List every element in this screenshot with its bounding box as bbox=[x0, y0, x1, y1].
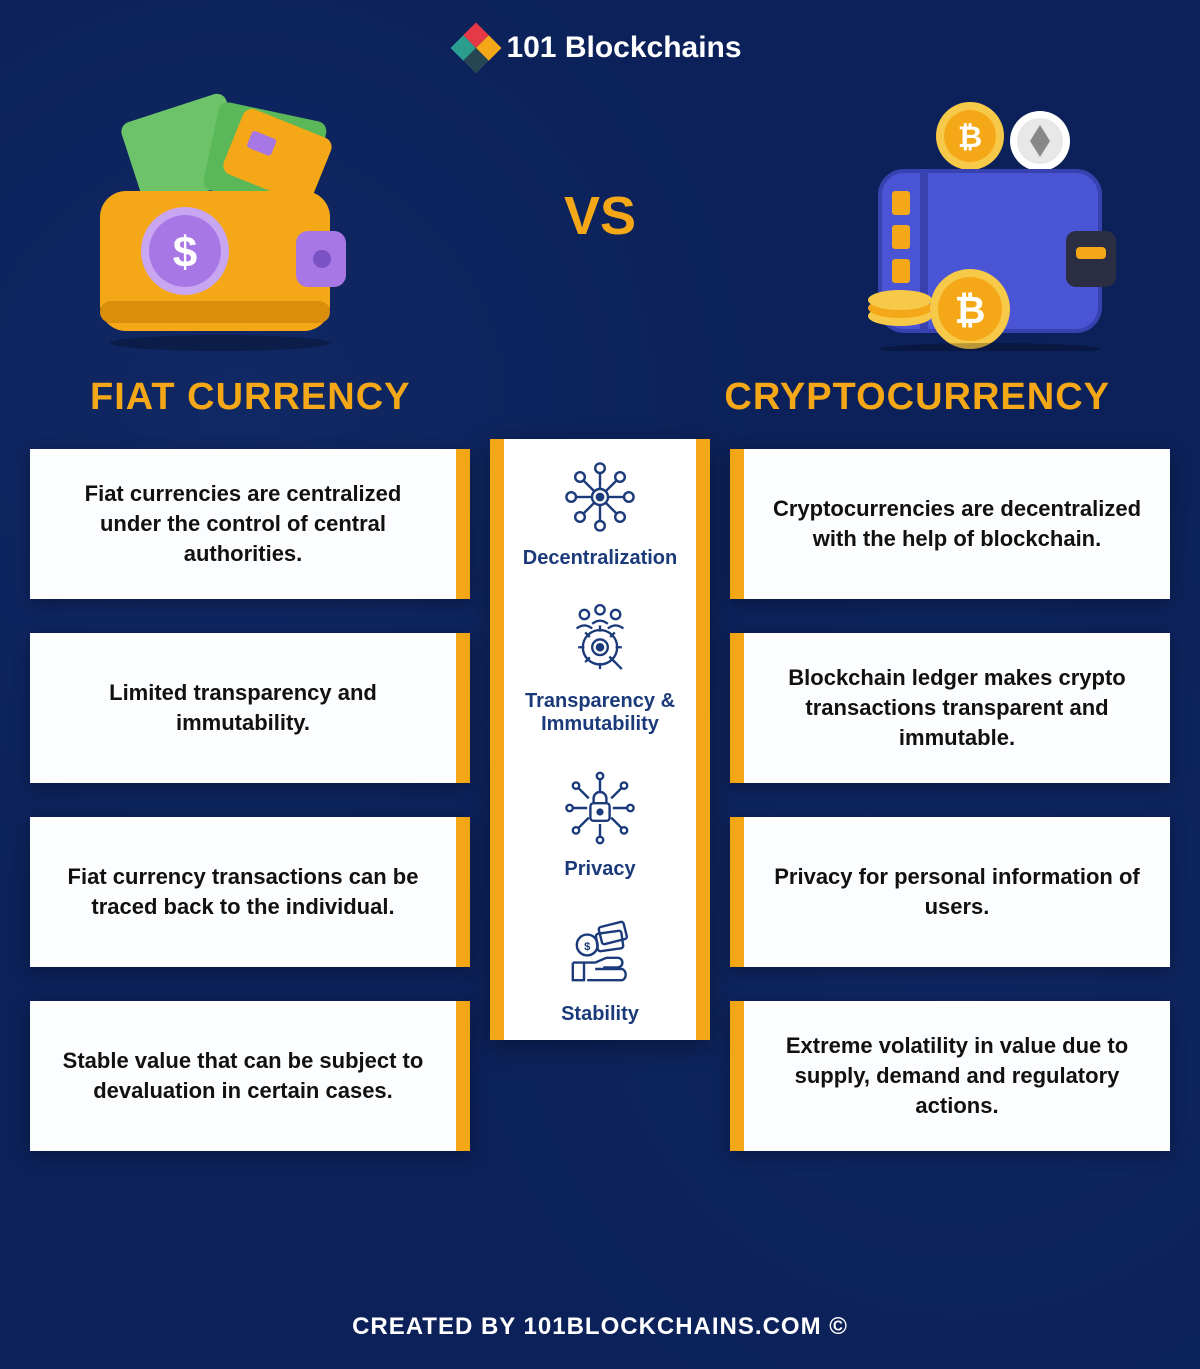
lock-circuit-icon bbox=[560, 768, 640, 848]
brand-logo: 101 Blockchains bbox=[0, 0, 1200, 66]
category-label: Privacy bbox=[564, 858, 635, 881]
gear-eye-icon bbox=[561, 602, 639, 680]
logo-text: 101 Blockchains bbox=[506, 31, 741, 65]
hand-money-icon: $ bbox=[560, 913, 640, 993]
comparison-table: Decentralization Transparency & Immutabi… bbox=[0, 449, 1200, 1151]
category-label: Decentralization bbox=[523, 547, 677, 570]
crypto-cell: Blockchain ledger makes crypto transacti… bbox=[730, 633, 1170, 783]
fiat-cell: Limited transparency and immutability. bbox=[30, 633, 470, 783]
fiat-wallet-illustration: $ bbox=[60, 91, 380, 351]
network-icon bbox=[560, 457, 640, 537]
fiat-title: FIAT CURRENCY bbox=[90, 376, 411, 419]
category-transparency: Transparency & Immutability bbox=[504, 584, 696, 750]
svg-text:₿: ₿ bbox=[958, 121, 982, 154]
fiat-cell: Stable value that can be subject to deva… bbox=[30, 1001, 470, 1151]
svg-text:₿: ₿ bbox=[955, 290, 986, 332]
category-label: Stability bbox=[561, 1003, 639, 1026]
crypto-cell: Privacy for personal information of user… bbox=[730, 817, 1170, 967]
crypto-cell: Extreme volatility in value due to suppl… bbox=[730, 1001, 1170, 1151]
category-column: Decentralization Transparency & Immutabi… bbox=[490, 439, 710, 1040]
crypto-title: CRYPTOCURRENCY bbox=[724, 376, 1110, 419]
category-label: Transparency & Immutability bbox=[512, 690, 688, 736]
category-privacy: Privacy bbox=[504, 750, 696, 895]
fiat-cell: Fiat currencies are centralized under th… bbox=[30, 449, 470, 599]
hero-section: $ VS ₿ ₿ bbox=[0, 66, 1200, 366]
category-stability: $ Stability bbox=[504, 895, 696, 1040]
fiat-cell: Fiat currency transactions can be traced… bbox=[30, 817, 470, 967]
column-titles: FIAT CURRENCY CRYPTOCURRENCY bbox=[0, 376, 1200, 419]
footer-credit: CREATED BY 101BLOCKCHAINS.COM © bbox=[0, 1313, 1200, 1341]
svg-text:$: $ bbox=[173, 228, 197, 277]
crypto-cell: Cryptocurrencies are decentralized with … bbox=[730, 449, 1170, 599]
svg-text:$: $ bbox=[584, 941, 591, 953]
category-decentralization: Decentralization bbox=[504, 439, 696, 584]
vs-label: VS bbox=[564, 185, 636, 247]
crypto-wallet-illustration: ₿ ₿ bbox=[820, 91, 1140, 351]
